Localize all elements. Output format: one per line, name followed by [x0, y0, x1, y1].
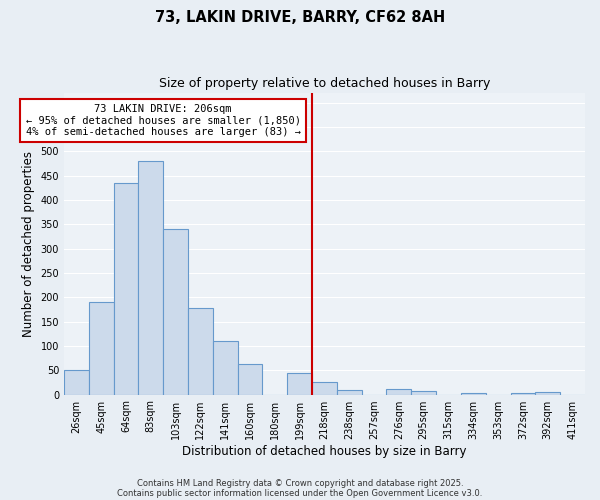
Bar — [238, 364, 262, 394]
Bar — [287, 372, 312, 394]
Bar — [163, 229, 188, 394]
Bar — [386, 388, 412, 394]
Text: Contains public sector information licensed under the Open Government Licence v3: Contains public sector information licen… — [118, 488, 482, 498]
Bar — [412, 390, 436, 394]
Y-axis label: Number of detached properties: Number of detached properties — [22, 151, 35, 337]
Bar — [139, 161, 163, 394]
Bar — [511, 392, 535, 394]
Bar — [113, 183, 139, 394]
Bar — [312, 382, 337, 394]
Text: 73, LAKIN DRIVE, BARRY, CF62 8AH: 73, LAKIN DRIVE, BARRY, CF62 8AH — [155, 10, 445, 25]
Bar — [89, 302, 113, 394]
Bar — [213, 341, 238, 394]
Bar — [64, 370, 89, 394]
Text: 73 LAKIN DRIVE: 206sqm
← 95% of detached houses are smaller (1,850)
4% of semi-d: 73 LAKIN DRIVE: 206sqm ← 95% of detached… — [26, 104, 301, 137]
Title: Size of property relative to detached houses in Barry: Size of property relative to detached ho… — [159, 78, 490, 90]
Bar — [535, 392, 560, 394]
Bar — [461, 392, 486, 394]
X-axis label: Distribution of detached houses by size in Barry: Distribution of detached houses by size … — [182, 444, 467, 458]
Bar — [337, 390, 362, 394]
Text: Contains HM Land Registry data © Crown copyright and database right 2025.: Contains HM Land Registry data © Crown c… — [137, 478, 463, 488]
Bar — [188, 308, 213, 394]
